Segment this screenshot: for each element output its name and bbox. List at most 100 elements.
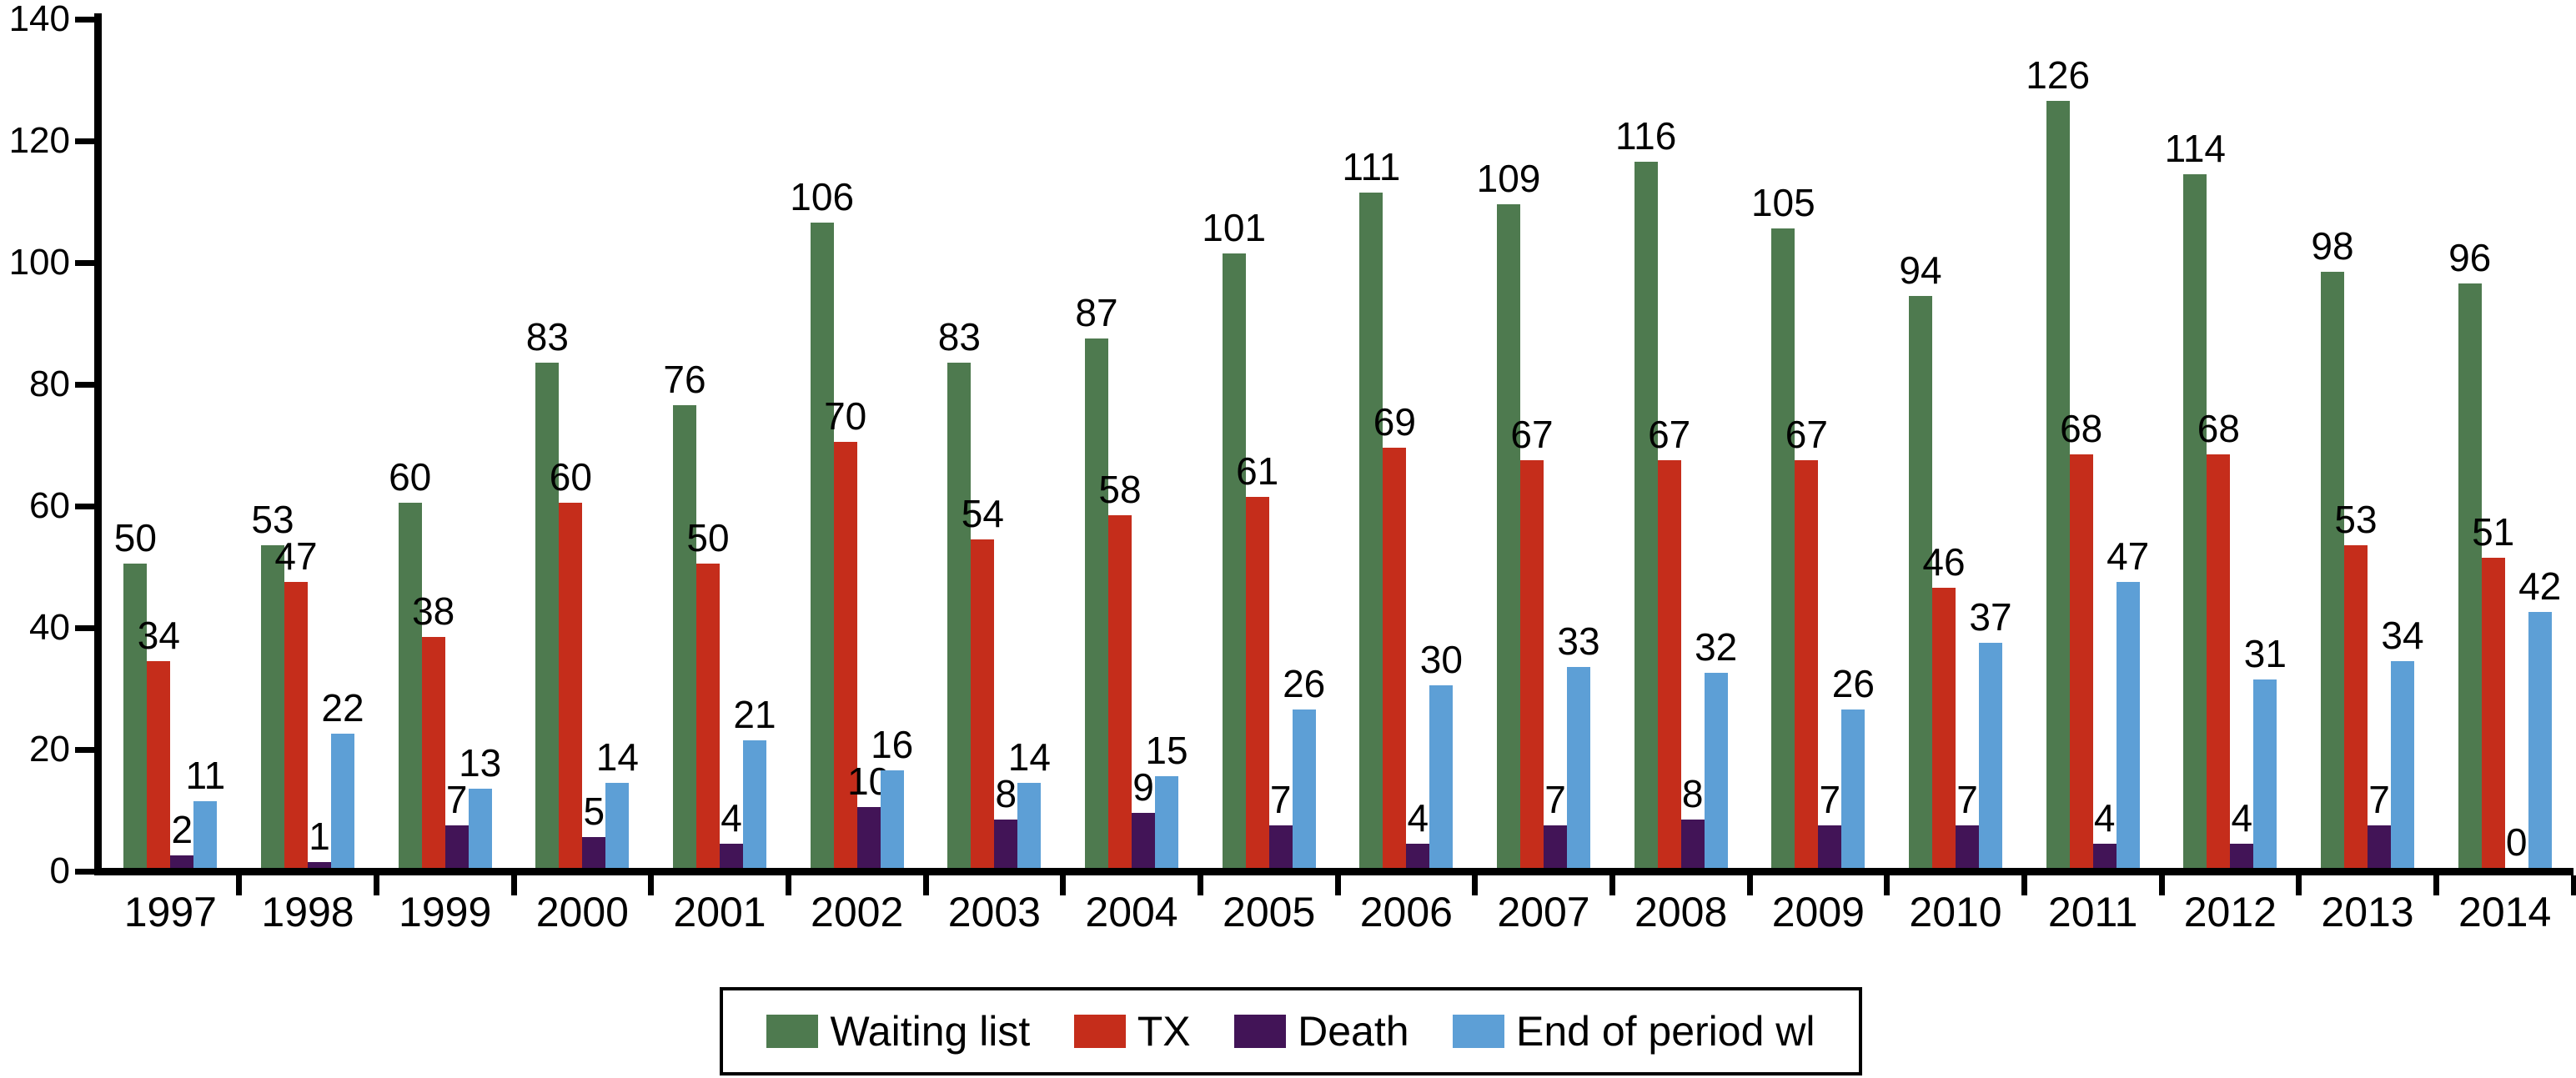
bar-death-1997 <box>170 855 194 868</box>
bar-waiting-list-1998 <box>261 545 284 868</box>
y-axis-tick-60 <box>75 503 94 509</box>
bar-label-tx-2009: 67 <box>1785 413 1828 456</box>
bar-tx-2014 <box>2481 558 2505 868</box>
bar-tx-2000 <box>559 503 583 868</box>
bar-label-tx-1998: 47 <box>274 534 318 578</box>
bar-death-1998 <box>308 862 331 868</box>
y-axis-tick-label-40: 40 <box>29 607 70 648</box>
y-axis-tick-label-80: 80 <box>29 364 70 404</box>
x-axis-label-2000: 2000 <box>535 889 629 935</box>
x-axis-tick-17 <box>2433 875 2439 895</box>
bar-waiting-list-2009 <box>1771 228 1795 868</box>
bar-death-2004 <box>1132 813 1155 868</box>
bar-end-of-period-wl-1999 <box>468 789 492 868</box>
bar-label-end-of-period-wl-1997: 11 <box>185 754 226 797</box>
bar-tx-2007 <box>1520 460 1544 868</box>
bar-label-waiting-list-2000: 83 <box>525 315 569 358</box>
bar-label-death-2001: 4 <box>721 796 742 840</box>
legend-item-tx: TX <box>1073 1007 1191 1055</box>
x-axis-tick-6 <box>922 875 929 895</box>
bar-tx-2001 <box>696 564 720 868</box>
bar-end-of-period-wl-2009 <box>1841 709 1865 868</box>
bar-label-death-2007: 7 <box>1544 778 1566 821</box>
bar-end-of-period-wl-2006 <box>1429 685 1454 868</box>
bar-label-end-of-period-wl-2001: 21 <box>733 693 776 736</box>
bar-death-1999 <box>444 825 469 868</box>
x-axis-tick-10 <box>1472 875 1479 895</box>
legend-swatch-end-of-period-wl <box>1452 1015 1504 1048</box>
bar-waiting-list-2013 <box>2321 272 2344 868</box>
bar-death-2006 <box>1406 844 1430 868</box>
bar-end-of-period-wl-2002 <box>880 770 904 868</box>
bar-tx-2012 <box>2207 454 2231 868</box>
y-axis-tick-label-0: 0 <box>49 850 70 891</box>
bar-death-2009 <box>1818 825 1842 868</box>
bar-end-of-period-wl-2001 <box>743 740 766 868</box>
bar-label-waiting-list-1999: 60 <box>389 455 432 499</box>
legend-label-end-of-period-wl: End of period wl <box>1515 1008 1815 1055</box>
bar-label-tx-1997: 34 <box>137 614 180 657</box>
bar-label-waiting-list-1998: 53 <box>251 498 294 541</box>
bar-waiting-list-2005 <box>1222 253 1246 868</box>
bar-waiting-list-2006 <box>1359 193 1383 868</box>
x-axis-label-2013: 2013 <box>2321 889 2414 935</box>
bar-waiting-list-2008 <box>1634 162 1658 868</box>
bar-label-death-2011: 4 <box>2093 796 2116 840</box>
bar-label-death-2000: 5 <box>583 790 605 833</box>
bar-tx-2008 <box>1657 460 1681 868</box>
bar-label-waiting-list-2007: 109 <box>1476 157 1541 200</box>
bar-label-waiting-list-2003: 83 <box>937 315 981 358</box>
x-axis-label-2001: 2001 <box>673 889 766 935</box>
bar-label-end-of-period-wl-2010: 37 <box>1969 595 2012 639</box>
bar-label-tx-2010: 46 <box>1922 540 1966 584</box>
legend-swatch-waiting-list <box>766 1015 819 1048</box>
bar-end-of-period-wl-1998 <box>331 734 354 868</box>
y-axis-tick-label-140: 140 <box>8 0 70 39</box>
x-axis-tick-7 <box>1060 875 1067 895</box>
bar-tx-2006 <box>1383 448 1407 868</box>
bar-waiting-list-2010 <box>1909 296 1932 868</box>
x-axis-label-1999: 1999 <box>399 889 492 935</box>
bar-end-of-period-wl-2012 <box>2253 679 2277 868</box>
bar-label-death-2004: 9 <box>1132 765 1154 809</box>
bar-label-death-1999: 7 <box>445 778 468 821</box>
x-axis-label-2014: 2014 <box>2458 889 2552 935</box>
bar-label-end-of-period-wl-2007: 33 <box>1557 619 1600 663</box>
x-axis-tick-8 <box>1197 875 1203 895</box>
y-axis-tick-label-20: 20 <box>29 729 70 770</box>
bar-label-death-2006: 4 <box>1407 796 1429 840</box>
bar-label-death-2008: 8 <box>1681 772 1704 815</box>
y-axis-tick-100 <box>75 259 94 266</box>
bar-waiting-list-2012 <box>2183 174 2207 868</box>
bar-waiting-list-2000 <box>535 363 560 868</box>
bar-waiting-list-1999 <box>398 503 422 868</box>
bar-label-end-of-period-wl-1999: 13 <box>459 741 502 785</box>
bar-label-waiting-list-2009: 105 <box>1750 181 1815 224</box>
bar-death-2002 <box>856 807 881 868</box>
bar-label-tx-2006: 69 <box>1373 400 1416 444</box>
bar-label-death-2012: 4 <box>2231 796 2253 840</box>
bar-end-of-period-wl-2005 <box>1292 709 1316 868</box>
bar-label-tx-2000: 60 <box>549 455 592 499</box>
x-axis-tick-11 <box>1609 875 1615 895</box>
y-axis-tick-label-120: 120 <box>8 120 70 161</box>
bar-waiting-list-2011 <box>2046 101 2070 868</box>
bar-waiting-list-2002 <box>810 223 834 868</box>
bar-label-waiting-list-2004: 87 <box>1075 291 1118 334</box>
bar-label-death-2010: 7 <box>1956 778 1978 821</box>
x-axis-label-2004: 2004 <box>1085 889 1178 935</box>
x-axis-line <box>94 868 2573 875</box>
x-axis-label-2007: 2007 <box>1497 889 1590 935</box>
bar-waiting-list-2004 <box>1085 338 1108 868</box>
y-axis-tick-140 <box>75 16 94 23</box>
bar-label-death-2014: 0 <box>2505 820 2528 864</box>
bar-death-2007 <box>1544 825 1567 868</box>
bar-tx-2004 <box>1108 515 1132 868</box>
bar-end-of-period-wl-2003 <box>1017 783 1042 868</box>
x-axis-tick-15 <box>2158 875 2165 895</box>
y-axis-tick-label-100: 100 <box>8 242 70 283</box>
x-axis-label-1998: 1998 <box>261 889 354 935</box>
bar-tx-2005 <box>1245 497 1269 868</box>
bar-label-end-of-period-wl-2011: 47 <box>2106 534 2150 578</box>
